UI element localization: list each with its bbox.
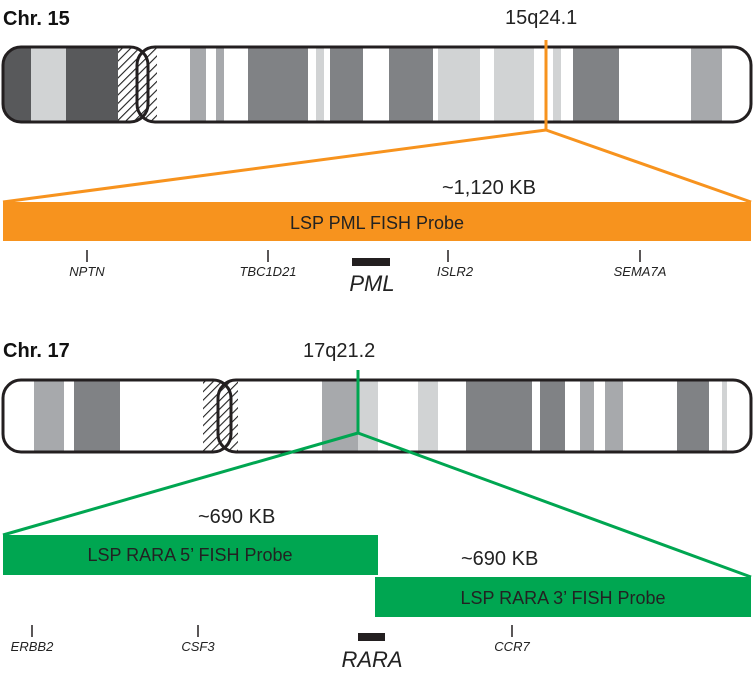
chr15-q-arm	[137, 47, 751, 122]
gene-label-tbc1d21: TBC1D21	[239, 264, 296, 279]
rara3-probe-size: ~690 KB	[461, 548, 538, 570]
pml-probe-label: LSP PML FISH Probe	[290, 213, 464, 233]
rara-target-bar	[358, 633, 385, 641]
rara3-probe-bar	[375, 577, 751, 617]
chr15-band-label: 15q24.1	[505, 7, 577, 29]
chr17-title: Chr. 17	[3, 340, 70, 362]
chr15-p-arm	[3, 47, 148, 122]
gene-label-nptn: NPTN	[69, 264, 105, 279]
chr15-probe-size: ~1,120 KB	[442, 177, 536, 199]
pml-target-bar	[352, 258, 390, 266]
gene-label-ccr7: CCR7	[494, 639, 530, 654]
gene-label-islr2: ISLR2	[437, 264, 474, 279]
chr15-zoom-line-right	[545, 128, 752, 204]
chr15-ideogram	[1, 45, 753, 124]
gene-label-erbb2: ERBB2	[11, 639, 54, 654]
rara3-probe-label: LSP RARA 3’ FISH Probe	[460, 588, 665, 608]
rara5-probe-size: ~690 KB	[198, 506, 275, 528]
chr17-band-label: 17q21.2	[303, 340, 375, 362]
chr17-ideogram	[1, 378, 753, 454]
chr17-q-arm	[218, 380, 751, 452]
rara5-probe-bar	[3, 535, 378, 575]
pml-probe-bar	[3, 202, 751, 241]
rara5-probe-label: LSP RARA 5’ FISH Probe	[87, 545, 292, 565]
gene-label-csf3: CSF3	[181, 639, 215, 654]
chr15-title: Chr. 15	[3, 8, 70, 30]
chr17-zoom-line-right	[357, 431, 752, 579]
chr17-zoom-line-left	[2, 431, 359, 537]
gene-label-sema7a: SEMA7A	[614, 264, 667, 279]
pml-target-label: PML	[349, 271, 394, 296]
chr15-zoom-line-left	[2, 128, 547, 204]
chr17-p-arm	[3, 380, 231, 452]
rara-target-label: RARA	[341, 647, 402, 672]
